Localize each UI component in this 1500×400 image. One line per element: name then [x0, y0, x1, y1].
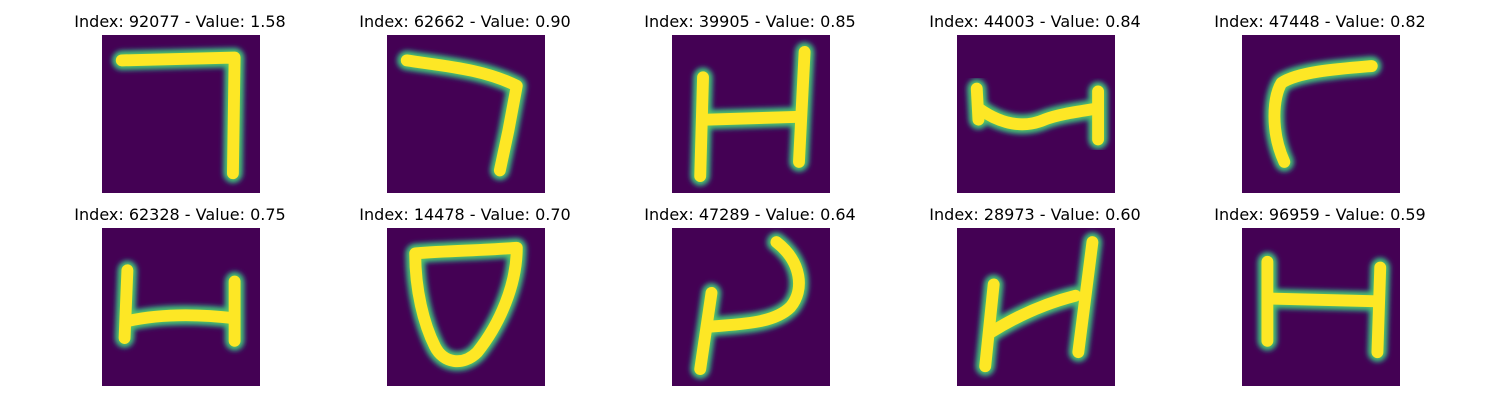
- panel-title: Index: 39905 - Value: 0.85: [644, 12, 856, 31]
- digit-image: [1242, 228, 1400, 386]
- digit-stroke: [972, 102, 1104, 131]
- digit-stroke-layer: [1268, 60, 1378, 168]
- digit-stroke-layer: [1261, 255, 1387, 359]
- digit-stroke-layer: [694, 236, 805, 375]
- digit-stroke: [793, 46, 811, 168]
- panel-title: Index: 14478 - Value: 0.70: [359, 205, 571, 224]
- panel-title: Index: 47448 - Value: 0.82: [1214, 12, 1426, 31]
- digit-stroke: [984, 289, 1082, 339]
- digit-stroke: [409, 241, 523, 367]
- panel-title: Index: 92077 - Value: 1.58: [74, 12, 286, 31]
- digit-image: [672, 35, 830, 193]
- digit-image: [672, 228, 830, 386]
- digit-stroke-layer: [400, 54, 523, 177]
- digit-stroke-layer: [970, 82, 1104, 146]
- digit-image: [387, 35, 545, 193]
- digit-stroke: [121, 309, 241, 328]
- digit-stroke: [115, 51, 241, 180]
- digit-image: [957, 35, 1115, 193]
- digit-stroke: [699, 110, 805, 126]
- digit-stroke: [1261, 292, 1384, 308]
- digit-stroke-layer: [115, 51, 241, 180]
- digit-stroke-layer: [979, 236, 1099, 373]
- digit-stroke: [1268, 60, 1378, 168]
- digit-image: [957, 228, 1115, 386]
- digit-stroke: [400, 54, 523, 177]
- digit-stroke: [1072, 236, 1099, 359]
- panel-title: Index: 28973 - Value: 0.60: [929, 205, 1141, 224]
- panel-title: Index: 47289 - Value: 0.64: [644, 205, 856, 224]
- digit-stroke: [1371, 261, 1387, 359]
- digit-stroke: [694, 71, 709, 182]
- digit-image: [387, 228, 545, 386]
- digit-stroke: [118, 264, 134, 344]
- digit-image: [1242, 35, 1400, 193]
- digit-image: [102, 35, 260, 193]
- panel-title: Index: 62662 - Value: 0.90: [359, 12, 571, 31]
- digit-stroke: [702, 236, 805, 333]
- panel-title: Index: 96959 - Value: 0.59: [1214, 205, 1426, 224]
- digit-stroke-layer: [409, 241, 523, 367]
- digit-image: [102, 228, 260, 386]
- panel-title: Index: 62328 - Value: 0.75: [74, 205, 286, 224]
- panel-title: Index: 44003 - Value: 0.84: [929, 12, 1141, 31]
- digit-stroke-layer: [694, 46, 811, 182]
- digit-stroke: [979, 278, 1000, 373]
- digit-stroke-layer: [118, 264, 241, 347]
